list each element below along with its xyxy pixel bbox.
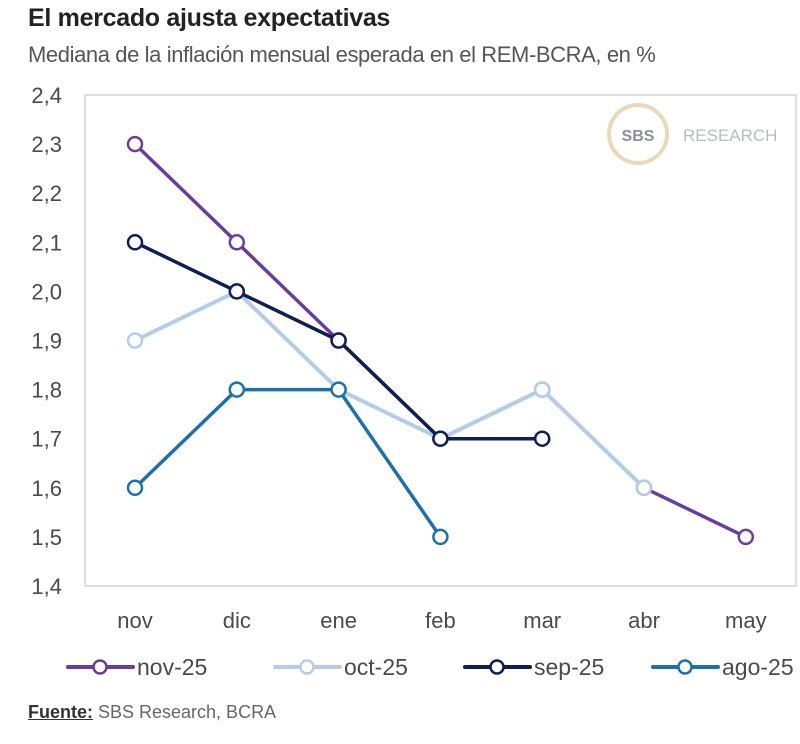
series-line: [133, 289, 646, 490]
y-tick-label: 1,9: [31, 329, 62, 354]
source-label: Fuente:: [28, 702, 93, 722]
legend-swatch-marker: [677, 659, 693, 675]
legend-item-nov-25: nov-25: [66, 654, 207, 680]
data-point: [126, 135, 144, 153]
legend-item-oct-25: oct-25: [273, 654, 408, 680]
y-axis-ticks: 1,4 1,5 1,6 1,7 1,8 1,9 2,0 2,1 2,2 2,3 2,4: [31, 83, 62, 599]
legend-swatch-marker: [489, 659, 505, 675]
x-tick-label: mar: [523, 608, 561, 633]
x-axis-ticks: nov dic ene feb mar abr may: [117, 608, 766, 633]
data-point: [228, 234, 246, 251]
x-tick-label: feb: [425, 608, 456, 633]
legend-label: sep-25: [534, 654, 604, 680]
legend-label: ago-25: [722, 654, 794, 680]
data-point: [533, 430, 551, 447]
x-tick-label: may: [725, 608, 767, 633]
y-tick-label: 2,4: [31, 83, 62, 108]
y-tick-label: 2,1: [31, 230, 62, 255]
x-tick-label: abr: [628, 608, 660, 633]
data-point: [228, 381, 246, 398]
data-point: [126, 234, 144, 251]
chart-subtitle: Mediana de la inflación mensual esperada…: [28, 42, 656, 67]
data-point: [432, 430, 449, 447]
data-point: [533, 381, 551, 398]
x-tick-label: dic: [223, 608, 251, 633]
legend-swatch-marker: [299, 659, 315, 675]
data-point: [635, 479, 653, 497]
y-tick-label: 2,2: [31, 181, 62, 206]
data-point: [330, 381, 347, 398]
watermark-circle-text: SBS: [622, 128, 655, 145]
series-line: [133, 387, 443, 539]
y-tick-label: 1,4: [31, 574, 62, 599]
y-tick-label: 1,7: [31, 427, 62, 452]
data-point: [432, 528, 449, 546]
x-tick-label: ene: [320, 608, 357, 633]
legend-label: oct-25: [344, 654, 408, 680]
data-point: [228, 283, 246, 300]
series-layer: [126, 135, 755, 546]
watermark-logo: SBS RESEARCH: [607, 103, 777, 165]
data-point: [126, 479, 144, 497]
series-sep-25: [126, 234, 551, 447]
chart-title: El mercado ajusta expectativas: [28, 4, 391, 32]
y-tick-label: 2,3: [31, 132, 62, 157]
y-tick-label: 1,6: [31, 476, 62, 501]
y-tick-label: 1,5: [31, 525, 62, 550]
series-ago-25: [126, 381, 449, 546]
source-text: SBS Research, BCRA: [93, 702, 277, 722]
legend-swatch-marker: [92, 659, 108, 675]
plot-area-frame: [84, 94, 797, 587]
legend: nov-25 oct-25 sep-25 ago-25: [66, 654, 794, 680]
data-point: [126, 332, 144, 349]
data-point: [330, 332, 347, 349]
legend-item-sep-25: sep-25: [463, 654, 604, 680]
legend-label: nov-25: [137, 654, 207, 680]
watermark-ring: [607, 103, 669, 165]
source-note: Fuente: SBS Research, BCRA: [28, 702, 276, 723]
x-tick-label: nov: [117, 608, 152, 633]
data-point: [737, 528, 755, 546]
watermark-text: RESEARCH: [683, 126, 777, 145]
y-tick-label: 1,8: [31, 378, 62, 403]
y-tick-label: 2,0: [31, 279, 62, 304]
legend-item-ago-25: ago-25: [651, 654, 794, 680]
